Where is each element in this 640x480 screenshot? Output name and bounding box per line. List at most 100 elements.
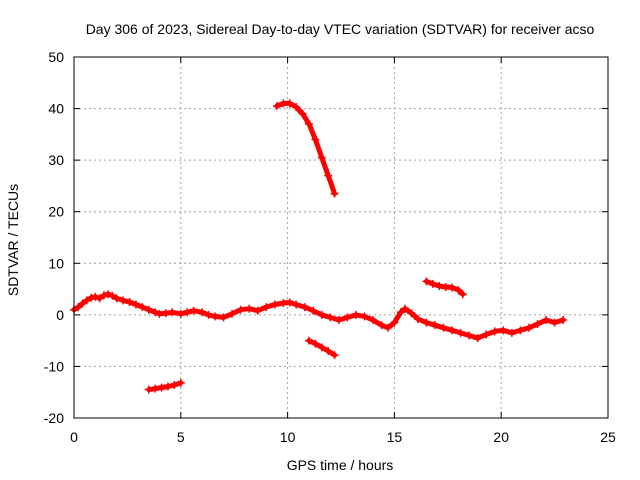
data-point: [82, 296, 91, 305]
data-point: [317, 310, 326, 319]
data-point: [369, 316, 378, 325]
series-main-band: [70, 290, 568, 343]
data-point: [270, 300, 279, 309]
data-point: [95, 294, 104, 303]
data-point: [351, 310, 360, 319]
x-tick-label: 10: [280, 429, 296, 445]
data-point: [236, 305, 245, 314]
data-point: [396, 308, 405, 317]
data-point: [228, 309, 237, 318]
chart-title: Day 306 of 2023, Sidereal Day-to-day VTE…: [86, 21, 595, 37]
data-point: [151, 308, 160, 317]
data-point: [304, 336, 313, 345]
data-point: [253, 306, 262, 315]
data-point: [439, 323, 448, 332]
x-tick-label: 15: [387, 429, 403, 445]
data-point: [168, 308, 177, 317]
data-point: [550, 318, 559, 327]
data-point: [430, 321, 439, 330]
data-point: [533, 320, 542, 329]
data-point: [360, 312, 369, 321]
x-axis-label: GPS time / hours: [287, 457, 394, 473]
y-tick-label: 50: [48, 49, 64, 65]
data-point: [465, 331, 474, 340]
data-points: [70, 99, 568, 394]
data-point: [285, 298, 294, 307]
data-point: [144, 305, 153, 314]
data-point: [138, 303, 147, 312]
data-point: [490, 327, 499, 336]
data-point: [334, 316, 343, 325]
x-tick-label: 5: [177, 429, 185, 445]
y-tick-label: 0: [56, 307, 64, 323]
data-point: [516, 326, 525, 335]
data-point: [112, 294, 121, 303]
series-high-arc: [272, 99, 339, 198]
y-tick-label: 30: [48, 152, 64, 168]
data-point: [330, 189, 339, 198]
data-point: [108, 291, 117, 300]
data-point: [401, 304, 410, 313]
data-point: [428, 279, 437, 288]
data-point: [309, 306, 318, 315]
series-positive-segment-right: [422, 277, 467, 299]
data-point: [163, 382, 172, 391]
data-point: [456, 328, 465, 337]
data-point: [210, 312, 219, 321]
data-point: [198, 308, 207, 317]
plot-frame: [73, 56, 609, 419]
data-point: [559, 316, 568, 325]
data-point: [311, 135, 320, 144]
data-point: [324, 346, 333, 355]
data-point: [292, 103, 301, 112]
y-tick-label: 40: [48, 101, 64, 117]
data-point: [119, 296, 128, 305]
data-point: [524, 323, 533, 332]
data-point: [204, 310, 213, 319]
data-point: [87, 293, 96, 302]
data-point: [422, 318, 431, 327]
data-point: [311, 339, 320, 348]
data-point: [91, 292, 100, 301]
data-point: [330, 351, 339, 360]
data-point: [343, 313, 352, 322]
y-tick-label: -10: [44, 358, 64, 374]
data-point: [161, 309, 170, 318]
data-point: [413, 314, 422, 323]
data-point: [189, 306, 198, 315]
data-point: [473, 334, 482, 343]
data-point: [448, 326, 457, 335]
data-point: [219, 313, 228, 322]
data-point: [292, 300, 301, 309]
data-point: [298, 109, 307, 118]
data-point: [157, 383, 166, 392]
y-axis-label: SDTVAR / TECUs: [5, 184, 21, 296]
y-tick-label: 10: [48, 255, 64, 271]
data-point: [326, 313, 335, 322]
data-point: [383, 323, 392, 332]
data-point: [99, 291, 108, 300]
data-point: [272, 101, 281, 110]
data-point: [125, 297, 134, 306]
data-point: [448, 283, 457, 292]
data-point: [74, 303, 83, 312]
data-point: [482, 330, 491, 339]
data-point: [377, 321, 386, 330]
data-point: [176, 309, 185, 318]
data-point: [317, 153, 326, 162]
data-point: [245, 304, 254, 313]
data-point: [317, 343, 326, 352]
data-point: [285, 99, 294, 108]
data-point: [183, 308, 192, 317]
data-point: [151, 384, 160, 393]
grid-lines: [74, 57, 608, 418]
data-point: [131, 300, 140, 309]
data-point: [262, 303, 271, 312]
data-point: [176, 378, 185, 387]
data-point: [324, 171, 333, 180]
data-point: [170, 380, 179, 389]
data-point: [407, 309, 416, 318]
axis-ticks: 0 5 10 15 20 25 -20 -10 0 10 20 30 40 50: [44, 49, 616, 445]
